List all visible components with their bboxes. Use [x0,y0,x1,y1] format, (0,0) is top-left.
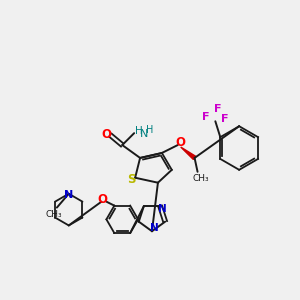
Text: H: H [146,125,154,135]
Text: F: F [202,112,209,122]
Text: N: N [158,204,167,214]
Text: O: O [101,128,111,141]
Text: S: S [127,173,135,186]
Polygon shape [181,147,196,160]
Text: F: F [221,114,229,124]
Text: O: O [98,193,107,206]
Text: CH₃: CH₃ [46,210,62,219]
Text: N: N [140,129,148,139]
Text: N: N [64,190,74,200]
Text: CH₃: CH₃ [192,174,209,183]
Text: H: H [135,126,143,136]
Text: F: F [214,104,221,114]
Text: O: O [176,136,186,148]
Text: N: N [150,223,158,233]
